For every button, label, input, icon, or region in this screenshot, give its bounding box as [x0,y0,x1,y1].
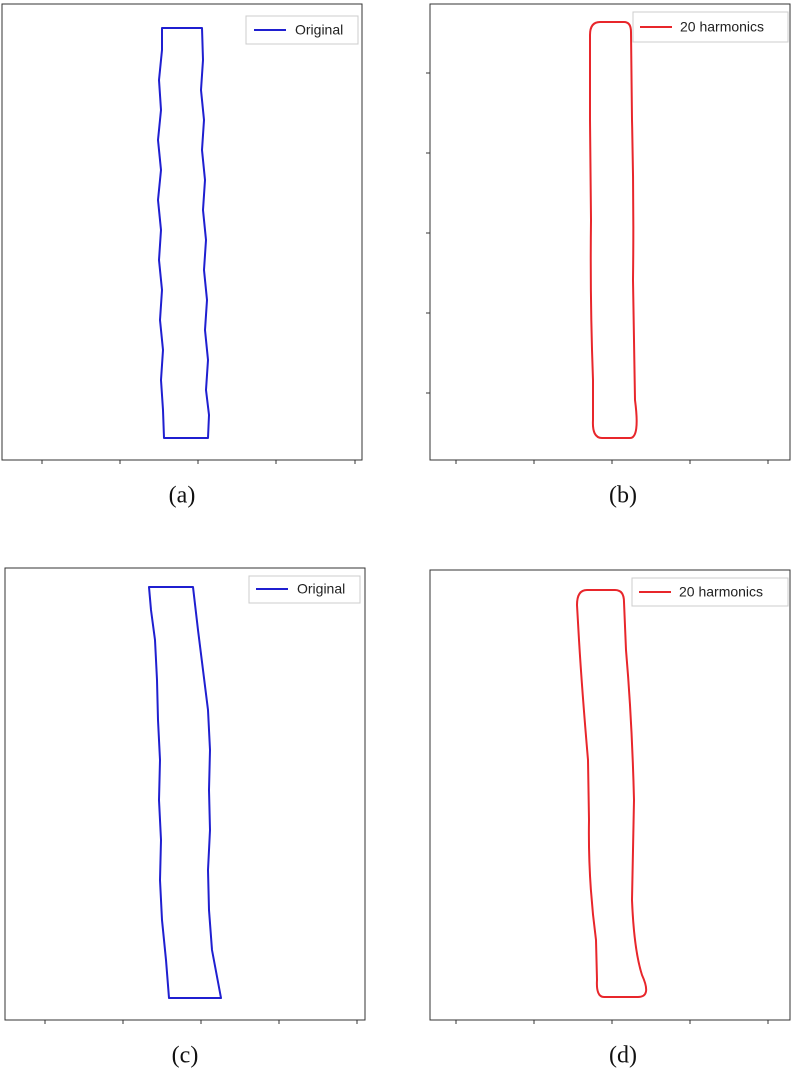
panel: Original (c) [4,567,366,1069]
panel: 20 harmonics (b) [426,3,791,509]
axes-frame [1,3,363,461]
contour [157,27,210,439]
caption: (d) [609,1043,637,1069]
legend-label: Original [295,22,343,38]
axes-frame [429,569,791,1021]
ticks [44,1020,358,1024]
caption: (b) [609,483,637,509]
legend-label: 20 harmonics [680,19,764,35]
caption: (a) [169,483,196,509]
contour [148,586,222,999]
ticks [41,460,356,464]
ticks [455,1020,769,1024]
panel: Original (a) [1,3,363,509]
ticks [426,72,769,464]
legend [248,575,361,604]
contour [589,21,638,439]
axes-frame [429,3,791,461]
panel: 20 harmonics (d) [429,569,791,1069]
caption: (c) [172,1043,199,1069]
axes-frame [4,567,366,1021]
legend-label: 20 harmonics [679,584,763,600]
contour [576,589,648,998]
legend-label: Original [297,581,345,597]
